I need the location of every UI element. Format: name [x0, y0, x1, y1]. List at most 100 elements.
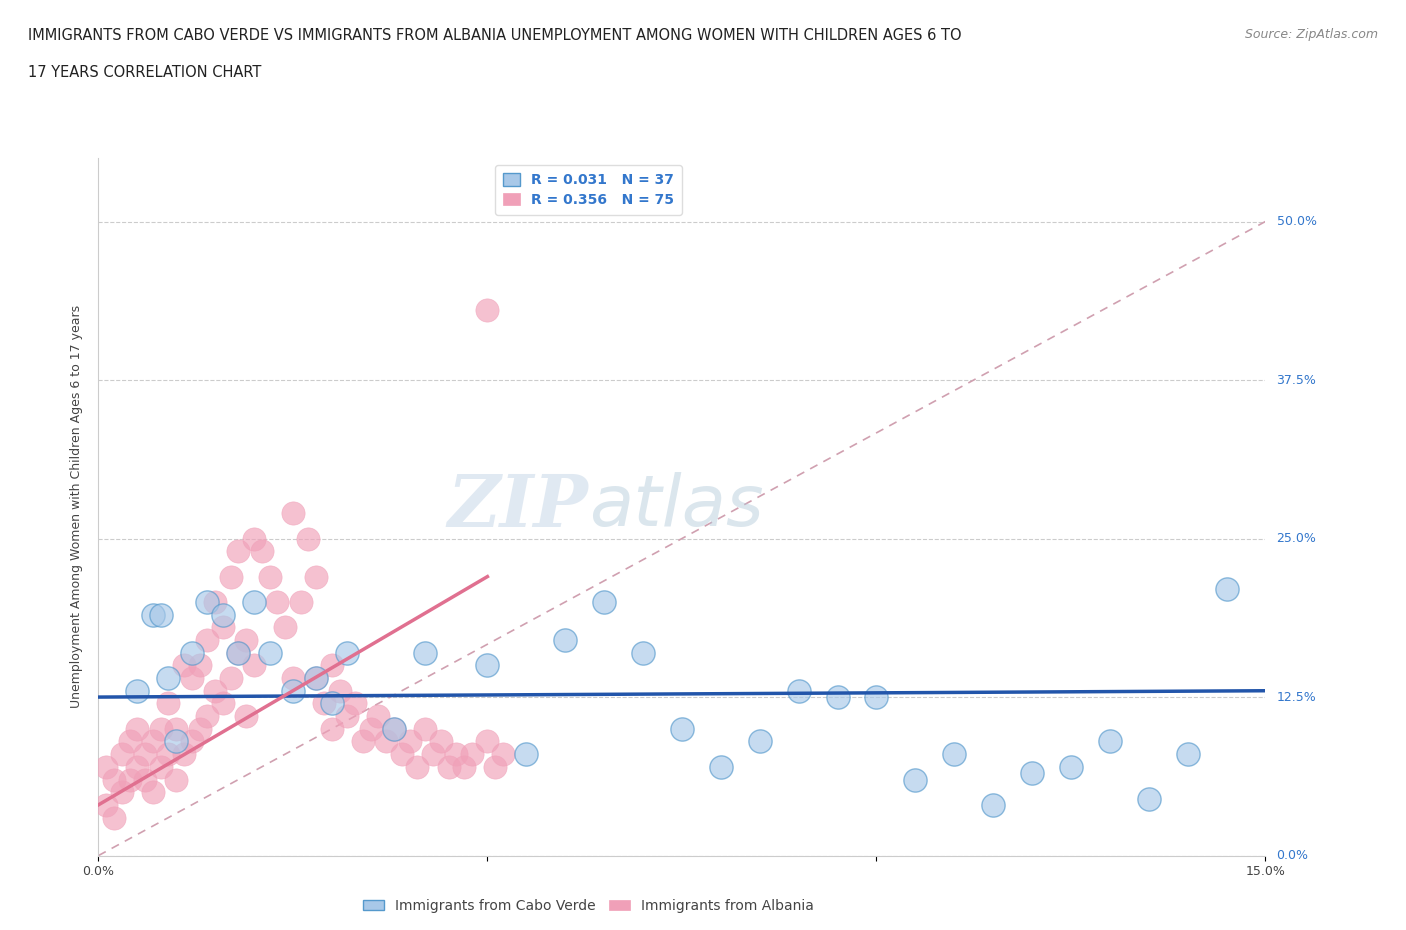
- Point: [382, 722, 405, 737]
- Point: [554, 632, 576, 647]
- Point: [484, 760, 506, 775]
- Point: [413, 645, 436, 660]
- Point: [631, 645, 654, 660]
- Point: [477, 658, 499, 672]
- Point: [103, 772, 125, 787]
- Legend: Immigrants from Cabo Verde, Immigrants from Albania: Immigrants from Cabo Verde, Immigrants f…: [357, 894, 820, 919]
- Point: [827, 690, 849, 705]
- Point: [165, 734, 187, 749]
- Point: [1098, 734, 1121, 749]
- Point: [748, 734, 770, 749]
- Point: [259, 569, 281, 584]
- Text: atlas: atlas: [589, 472, 763, 541]
- Point: [228, 544, 250, 559]
- Point: [134, 747, 156, 762]
- Point: [212, 620, 235, 635]
- Point: [297, 531, 319, 546]
- Point: [367, 709, 389, 724]
- Point: [461, 747, 484, 762]
- Point: [134, 772, 156, 787]
- Point: [305, 671, 328, 685]
- Point: [204, 684, 226, 698]
- Point: [235, 632, 257, 647]
- Point: [165, 722, 187, 737]
- Point: [981, 797, 1004, 812]
- Point: [1137, 791, 1160, 806]
- Point: [219, 569, 242, 584]
- Point: [142, 785, 165, 800]
- Point: [195, 709, 218, 724]
- Point: [429, 734, 451, 749]
- Text: 50.0%: 50.0%: [1277, 215, 1316, 228]
- Point: [375, 734, 398, 749]
- Point: [360, 722, 382, 737]
- Point: [492, 747, 515, 762]
- Point: [243, 658, 266, 672]
- Point: [250, 544, 273, 559]
- Point: [149, 760, 172, 775]
- Point: [142, 734, 165, 749]
- Point: [96, 797, 118, 812]
- Point: [188, 658, 211, 672]
- Point: [305, 671, 328, 685]
- Text: 12.5%: 12.5%: [1277, 691, 1316, 704]
- Point: [787, 684, 810, 698]
- Point: [943, 747, 966, 762]
- Point: [259, 645, 281, 660]
- Point: [195, 594, 218, 609]
- Point: [228, 645, 250, 660]
- Point: [1021, 765, 1043, 780]
- Point: [127, 684, 149, 698]
- Point: [188, 722, 211, 737]
- Point: [344, 696, 367, 711]
- Point: [671, 722, 693, 737]
- Point: [865, 690, 887, 705]
- Point: [157, 696, 180, 711]
- Point: [904, 772, 927, 787]
- Point: [243, 594, 266, 609]
- Point: [173, 658, 195, 672]
- Point: [195, 632, 218, 647]
- Point: [477, 303, 499, 318]
- Text: 25.0%: 25.0%: [1277, 532, 1316, 545]
- Point: [235, 709, 257, 724]
- Point: [281, 684, 304, 698]
- Point: [111, 747, 134, 762]
- Point: [453, 760, 475, 775]
- Point: [243, 531, 266, 546]
- Point: [515, 747, 537, 762]
- Text: Source: ZipAtlas.com: Source: ZipAtlas.com: [1244, 28, 1378, 41]
- Point: [281, 506, 304, 521]
- Text: 37.5%: 37.5%: [1277, 374, 1316, 387]
- Point: [406, 760, 429, 775]
- Point: [352, 734, 374, 749]
- Point: [382, 722, 405, 737]
- Point: [1215, 582, 1237, 597]
- Text: 17 YEARS CORRELATION CHART: 17 YEARS CORRELATION CHART: [28, 65, 262, 80]
- Point: [157, 671, 180, 685]
- Point: [274, 620, 297, 635]
- Point: [180, 734, 202, 749]
- Point: [127, 722, 149, 737]
- Point: [103, 810, 125, 825]
- Point: [180, 671, 202, 685]
- Point: [149, 607, 172, 622]
- Point: [321, 658, 343, 672]
- Point: [127, 760, 149, 775]
- Point: [422, 747, 444, 762]
- Point: [1177, 747, 1199, 762]
- Point: [266, 594, 288, 609]
- Point: [219, 671, 242, 685]
- Point: [111, 785, 134, 800]
- Point: [305, 569, 328, 584]
- Point: [336, 645, 359, 660]
- Point: [165, 772, 187, 787]
- Point: [1060, 760, 1083, 775]
- Point: [180, 645, 202, 660]
- Point: [413, 722, 436, 737]
- Point: [336, 709, 359, 724]
- Point: [446, 747, 468, 762]
- Point: [149, 722, 172, 737]
- Point: [212, 696, 235, 711]
- Point: [281, 671, 304, 685]
